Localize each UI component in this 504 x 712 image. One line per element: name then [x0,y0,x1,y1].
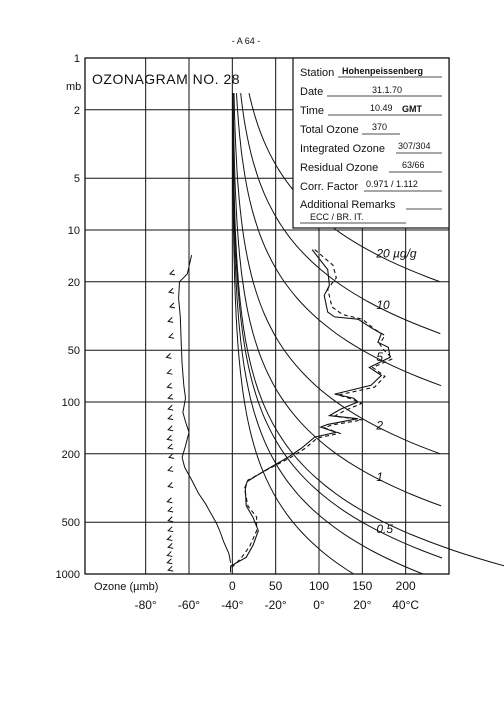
humidity-mark [168,302,176,309]
humidity-mark [167,425,174,432]
mixing-ratio-label: 10 [376,298,390,312]
mixing-ratio-label: 20 µg/g [375,246,417,260]
humidity-mark [167,393,174,400]
integrated-ozone-label: Integrated Ozone [300,143,385,155]
humidity-mark [167,526,174,533]
pressure-tick-label: 10 [68,225,80,237]
humidity-mark [166,382,173,389]
humidity-mark [167,443,174,450]
humidity-mark [168,453,175,459]
mixing-ratio-label: 1 [376,470,383,484]
humidity-mark [166,558,173,565]
mixing-ratio-label: 0.5 [376,522,393,536]
humidity-mark [166,551,173,557]
mixing-ratio-curve [240,93,441,335]
temperature-tick-label: -80° [135,598,157,612]
station-value: Hohenpeissenberg [342,66,423,76]
pressure-tick-label: 2 [74,105,80,117]
humidity-mark [167,482,174,489]
time-value: 10.49 [370,103,393,113]
humidity-mark [167,516,174,523]
humidity-mark [166,368,173,375]
humidity-mark [166,535,173,541]
pressure-tick-label: 200 [62,449,80,461]
pressure-tick-label: 500 [62,517,80,529]
mixing-ratio-curve [233,93,441,455]
humidity-mark [167,414,174,421]
temperature-tick-label: 0° [313,598,325,612]
time-unit: GMT [402,104,422,114]
mixing-ratio-curve [236,93,442,387]
mixing-ratio-curve [232,93,504,567]
info-box: Station Hohenpeissenberg Date 31.1.70 Ti… [292,57,450,229]
date-value: 31.1.70 [372,85,402,95]
humidity-mark [168,269,176,276]
info-box-frame [292,57,450,229]
temperature-profile-line [178,254,232,563]
station-label: Station [300,67,334,79]
pressure-unit-label: mb [66,81,81,93]
humidity-mark [168,287,175,294]
mixing-ratio-label: 5 [376,350,383,364]
date-label: Date [300,86,323,98]
temperature-tick-label: 20° [353,598,371,612]
humidity-mark [167,565,174,572]
ozone-tick-label: 150 [352,579,372,593]
additional-remarks-label: Additional Remarks [300,199,396,211]
residual-ozone-value: 63/66 [402,160,425,170]
mixing-ratio-curve [248,92,440,282]
humidity-mark [166,497,173,504]
ozone-tick-label: 50 [269,579,283,593]
corr-factor-label: Corr. Factor [300,181,358,193]
ozone-axis-label: Ozone (µmb) [94,581,158,593]
humidity-mark [168,332,175,339]
humidity-mark [167,466,174,472]
temperature-tick-label: -40° [221,598,243,612]
pressure-tick-label: 20 [68,277,80,289]
ozone-tick-labels: 0 50 100 150 200 [229,579,416,593]
humidity-mark [166,435,173,441]
ozone-profile-line [230,249,391,573]
total-ozone-label: Total Ozone [300,124,359,136]
mixing-ratio-curve [232,93,354,575]
ozone-tick-label: 0 [229,579,236,593]
pressure-tick-label: 100 [62,397,80,409]
pressure-tick-label: 1000 [56,569,80,581]
ozone-tick-label: 100 [309,579,329,593]
total-ozone-value: 370 [372,122,387,132]
temperature-tick-label: -60° [178,598,200,612]
humidity-mark [165,352,172,359]
temperature-tick-labels: -80° -60° -40° -20° 0° 20° 40°C [135,598,420,612]
chart-title: OZONAGRAM NO. 28 [92,71,240,87]
ozone-tick-label: 200 [396,579,416,593]
humidity-mark [167,506,174,513]
pressure-tick-label: 50 [68,345,80,357]
time-label: Time [300,105,324,117]
mixing-ratio-label: 2 [375,418,383,432]
additional-remarks-value: ECC / BR. IT. [310,212,364,222]
humidity-mark [167,317,174,323]
plot-frame [84,57,450,575]
pressure-tick-label: 5 [74,173,80,185]
integrated-ozone-value: 307/304 [398,141,431,151]
residual-ozone-label: Residual Ozone [300,162,378,174]
humidity-mark [167,543,174,549]
humidity-mark [167,404,174,411]
corr-factor-value: 0.971 / 1.112 [366,179,418,189]
temperature-tick-label: 40°C [392,598,419,612]
profile-series [165,249,394,573]
ozone-profile-dashed-line [230,249,394,569]
mixing-ratio-labels: 20 µg/g 10 5 2 1 0.5 [375,246,417,536]
mixing-ratio-lines [232,92,504,575]
page-number: - A 64 - [232,36,261,46]
temperature-tick-label: -20° [265,598,287,612]
pressure-tick-labels: 1 2 5 10 20 50 100 200 500 1000 [56,53,80,581]
pressure-tick-label: 1 [74,53,80,65]
